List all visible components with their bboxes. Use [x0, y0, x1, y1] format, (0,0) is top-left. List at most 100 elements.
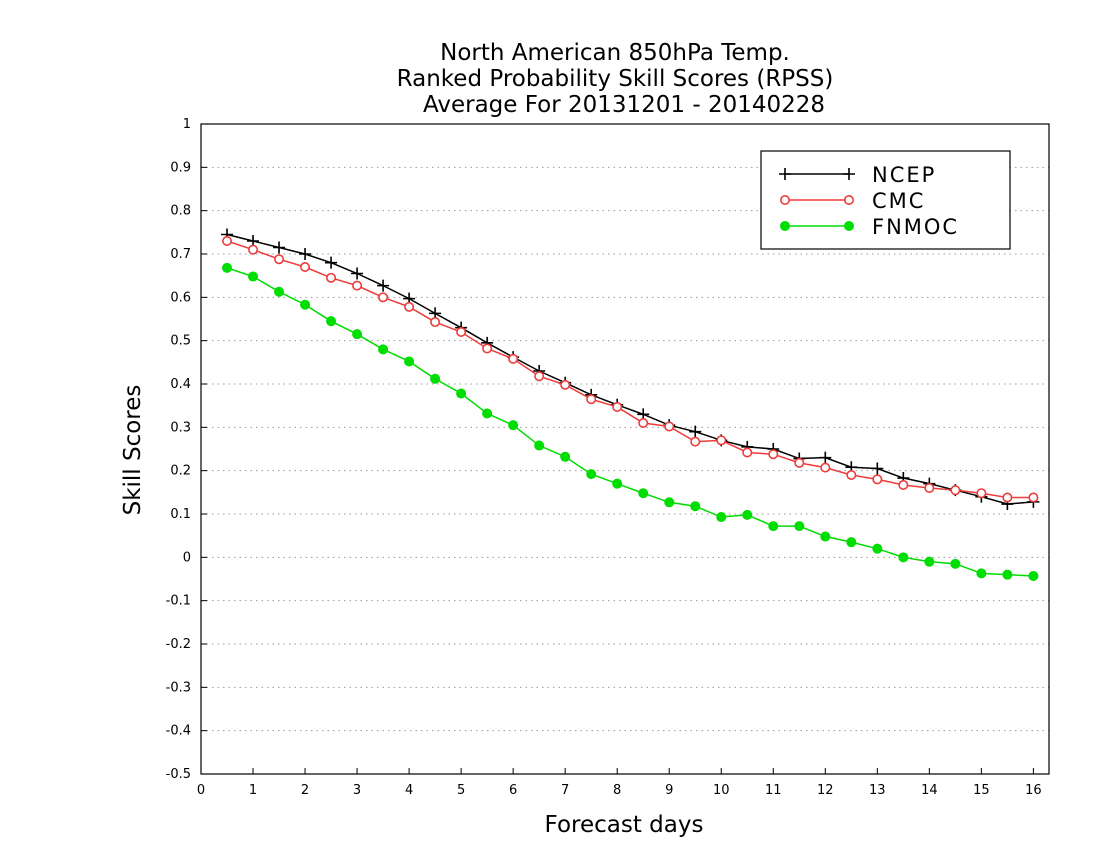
data-point: [716, 512, 727, 523]
data-point: [586, 394, 597, 405]
data-point: [924, 482, 935, 493]
chart-title-line: Ranked Probability Skill Scores (RPSS): [397, 66, 834, 92]
y-tick-label: 0.6: [170, 290, 191, 305]
data-point: [404, 301, 415, 312]
data-point: [843, 195, 854, 206]
data-point: [1002, 492, 1013, 503]
y-tick-label: -0.4: [166, 724, 191, 739]
x-tick-label: 5: [457, 783, 465, 798]
data-point: [456, 388, 467, 399]
data-point: [482, 408, 493, 419]
y-axis-label: Skill Scores: [120, 385, 146, 516]
data-point: [689, 425, 702, 438]
data-point: [352, 329, 363, 340]
y-tick-label: 0.2: [170, 464, 191, 479]
data-point: [716, 435, 727, 446]
data-point: [300, 261, 311, 272]
plot-frame: [200, 123, 1050, 775]
data-point: [1002, 569, 1013, 580]
y-tick-label: 0.1: [170, 507, 191, 522]
data-point: [222, 262, 233, 273]
y-tick-label: -0.1: [166, 594, 191, 609]
x-tick-label: 10: [713, 783, 730, 798]
y-tick-label: -0.5: [166, 767, 191, 782]
y-axis-ticks: 1 0.9 0.8 0.7 0.6 0.5 0.4 0.3 0.2 0.1 0 -0.1 -0.2 -0.…: [166, 117, 207, 782]
data-series: [221, 228, 1040, 581]
data-point: [742, 447, 753, 458]
data-point: [898, 479, 909, 490]
y-tick-label: -0.2: [166, 637, 191, 652]
data-point: [326, 272, 337, 283]
y-tick-label: 0.4: [170, 377, 191, 392]
data-point: [222, 236, 233, 247]
data-point: [352, 280, 363, 291]
data-point: [871, 462, 884, 475]
data-point: [664, 421, 675, 432]
x-tick-label: 9: [665, 783, 673, 798]
x-tick-label: 4: [405, 783, 413, 798]
legend-label: FNMOC: [872, 215, 959, 239]
x-tick-label: 11: [765, 783, 782, 798]
data-point: [846, 537, 857, 548]
series-line: [226, 267, 1034, 577]
data-point: [378, 292, 389, 303]
data-point: [768, 521, 779, 532]
x-tick-label: 8: [613, 783, 621, 798]
data-point: [664, 497, 675, 508]
series-cmc: [222, 236, 1039, 503]
data-point: [846, 469, 857, 480]
data-point: [560, 451, 571, 462]
data-point: [950, 485, 961, 496]
data-point: [326, 316, 337, 327]
y-tick-label: 1: [183, 117, 191, 132]
data-point: [378, 344, 389, 355]
data-point: [820, 462, 831, 473]
data-point: [430, 317, 441, 328]
data-point: [638, 488, 649, 499]
data-point: [690, 501, 701, 512]
data-point: [690, 436, 701, 447]
x-tick-label: 0: [197, 783, 205, 798]
x-tick-label: 1: [249, 783, 257, 798]
data-point: [560, 379, 571, 390]
data-point: [924, 556, 935, 567]
data-point: [950, 558, 961, 569]
data-point: [325, 256, 338, 269]
y-tick-label: 0.9: [170, 160, 191, 175]
data-point: [248, 271, 259, 282]
grid-lines: [201, 166, 1049, 732]
data-point: [534, 371, 545, 382]
data-point: [612, 478, 623, 489]
data-point: [274, 254, 285, 265]
data-point: [1028, 570, 1039, 581]
y-tick-label: 0: [183, 550, 191, 565]
data-point: [404, 356, 415, 367]
x-tick-label: 13: [869, 783, 886, 798]
data-point: [976, 568, 987, 579]
x-tick-label: 15: [973, 783, 990, 798]
chart-title: North American 850hPa Temp.Ranked Probab…: [397, 40, 834, 118]
data-point: [844, 221, 854, 231]
data-point: [508, 420, 519, 431]
data-point: [976, 488, 987, 499]
y-tick-label: 0.7: [170, 247, 191, 262]
x-axis-ticks: 0 1 2 3 4 5 6 7 8 9 10 11 12 13 14 15 16: [197, 768, 1042, 798]
chart-title-line: Average For 20131201 - 20140228: [423, 92, 825, 118]
y-tick-label: 0.5: [170, 334, 191, 349]
data-point: [377, 279, 390, 292]
data-point: [1028, 492, 1039, 503]
data-point: [300, 299, 311, 310]
data-point: [534, 440, 545, 451]
series-ncep: [221, 228, 1040, 511]
data-point: [820, 531, 831, 542]
chart-title-line: North American 850hPa Temp.: [440, 40, 790, 66]
x-tick-label: 6: [509, 783, 517, 798]
data-point: [768, 449, 779, 460]
data-point: [794, 457, 805, 468]
data-point: [430, 373, 441, 384]
data-point: [779, 168, 791, 180]
data-point: [843, 168, 855, 180]
data-point: [273, 241, 286, 254]
